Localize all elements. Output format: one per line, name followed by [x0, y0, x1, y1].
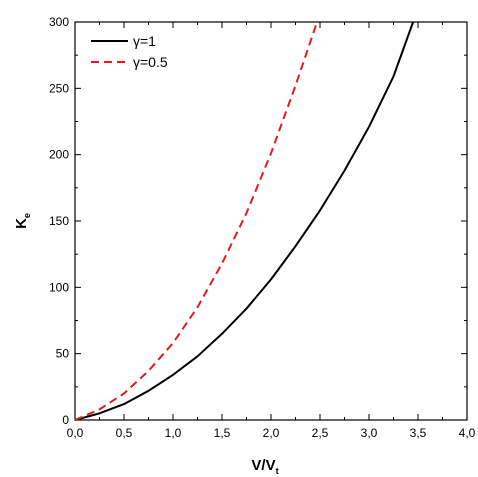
x-tick-label: 3,0 [361, 426, 378, 440]
x-tick-label: 0,0 [67, 426, 84, 440]
series-line-1 [74, 21, 415, 421]
y-tick-label: 200 [49, 148, 69, 162]
series-line-2 [74, 21, 319, 421]
x-tick-label: 3,5 [410, 426, 427, 440]
x-tick-label: 1,0 [165, 426, 182, 440]
series-group [74, 21, 415, 421]
x-tick-label: 2,5 [312, 426, 329, 440]
y-tick-label: 150 [49, 214, 69, 228]
legend-label-2: γ=0.5 [133, 54, 168, 70]
y-axis-title-subscript: e [22, 213, 32, 218]
x-tick-label: 4,0 [459, 426, 476, 440]
y-axis-title: Ke [13, 213, 32, 229]
x-axis-title: V/Vt [251, 457, 278, 476]
y-tick-label: 0 [62, 413, 69, 427]
y-tick-label: 250 [49, 81, 69, 95]
legend: γ=1 γ=0.5 [91, 33, 168, 70]
y-tick-label: 300 [49, 15, 69, 29]
plot-frame [74, 21, 468, 421]
x-axis-title-subscript: t [276, 466, 279, 476]
x-tick-label: 1,5 [214, 426, 231, 440]
y-axis-title-main: K [13, 218, 30, 229]
axis-ticks: 0,0 0,5 1,0 1,5 2,0 2,5 3,0 3,5 4,0 0 50 100 150 200 2… [49, 15, 476, 440]
y-tick-label: 50 [56, 347, 70, 361]
legend-label-1: γ=1 [133, 33, 156, 49]
y-tick-label: 100 [49, 280, 69, 294]
x-tick-label: 0,5 [116, 426, 133, 440]
x-tick-label: 2,0 [263, 426, 280, 440]
x-axis-title-main: V/V [251, 457, 275, 474]
